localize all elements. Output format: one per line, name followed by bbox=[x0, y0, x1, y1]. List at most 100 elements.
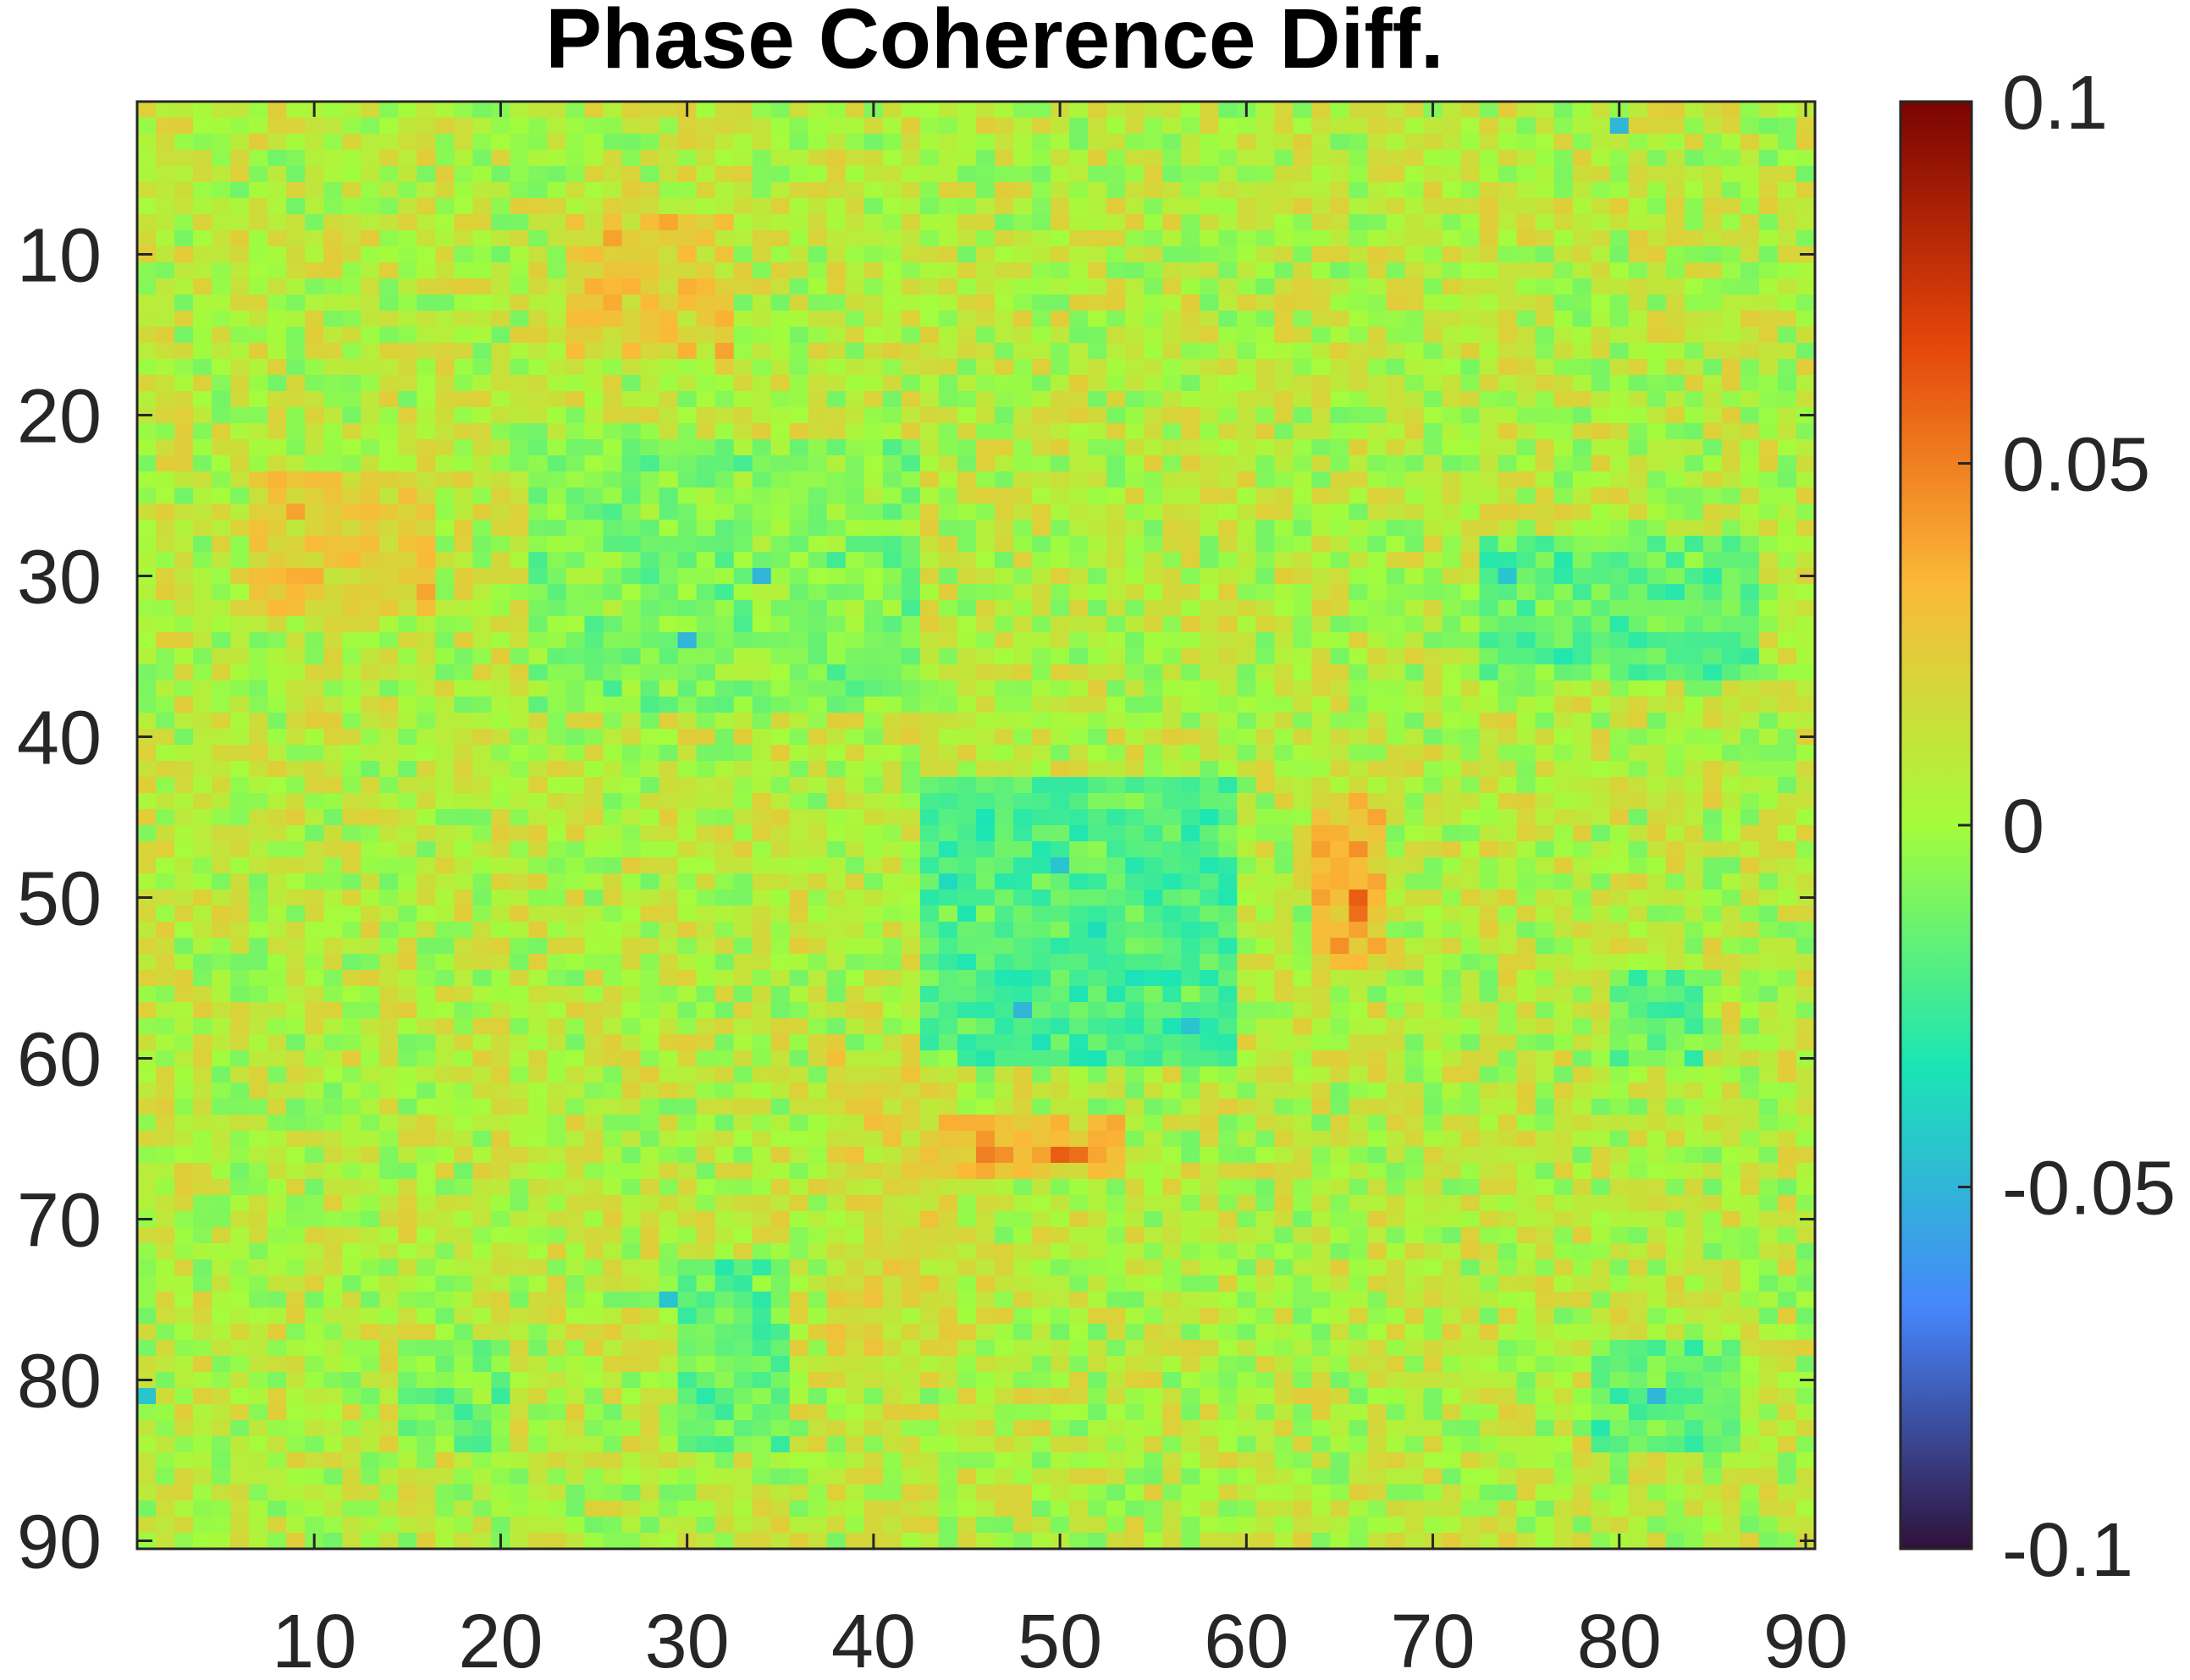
heatmap-cell bbox=[1200, 278, 1219, 295]
heatmap-cell bbox=[1032, 793, 1051, 810]
heatmap-cell bbox=[1106, 616, 1126, 633]
heatmap-cell bbox=[1088, 262, 1107, 279]
heatmap-cell bbox=[752, 922, 772, 939]
heatmap-cell bbox=[863, 246, 884, 263]
heatmap-cell bbox=[1721, 680, 1741, 697]
heatmap-cell bbox=[342, 375, 361, 392]
heatmap-cell bbox=[1684, 327, 1704, 344]
heatmap-cell bbox=[1386, 841, 1406, 858]
heatmap-cell bbox=[1516, 295, 1536, 311]
heatmap-cell bbox=[174, 150, 194, 167]
heatmap-cell bbox=[249, 697, 268, 713]
heatmap-cell bbox=[1162, 455, 1182, 472]
heatmap-cell bbox=[379, 873, 399, 890]
heatmap-cell bbox=[1162, 857, 1182, 874]
heatmap-cell bbox=[1721, 166, 1741, 183]
heatmap-cell bbox=[416, 793, 436, 810]
heatmap-cell bbox=[1535, 246, 1555, 263]
heatmap-cell bbox=[901, 632, 921, 649]
heatmap-cell bbox=[1125, 680, 1145, 697]
heatmap-cell bbox=[677, 761, 698, 778]
heatmap-cell bbox=[1330, 295, 1350, 311]
heatmap-cell bbox=[1032, 102, 1051, 118]
heatmap-cell bbox=[1721, 391, 1741, 408]
heatmap-cell bbox=[1702, 648, 1723, 665]
heatmap-cell bbox=[286, 359, 306, 376]
heatmap-cell bbox=[1535, 697, 1555, 713]
heatmap-cell bbox=[305, 552, 324, 569]
heatmap-cell bbox=[919, 423, 940, 440]
heatmap-cell bbox=[770, 648, 791, 665]
heatmap-cell bbox=[826, 986, 847, 1003]
heatmap-cell bbox=[1349, 214, 1369, 231]
heatmap-cell bbox=[621, 487, 642, 504]
heatmap-cell bbox=[901, 134, 921, 151]
heatmap-cell bbox=[565, 504, 586, 521]
heatmap-cell bbox=[919, 327, 940, 344]
heatmap-cell bbox=[1032, 455, 1051, 472]
heatmap-cell bbox=[901, 311, 921, 328]
heatmap-cell bbox=[957, 713, 977, 730]
heatmap-cell bbox=[752, 295, 772, 311]
heatmap-cell bbox=[957, 954, 977, 971]
heatmap-cell bbox=[770, 487, 791, 504]
heatmap-cell bbox=[398, 745, 417, 762]
heatmap-cell bbox=[342, 745, 361, 762]
heatmap-cell bbox=[1144, 295, 1163, 311]
heatmap-cell bbox=[733, 455, 753, 472]
heatmap-cell bbox=[584, 713, 604, 730]
heatmap-cell bbox=[733, 246, 753, 263]
heatmap-cell bbox=[1237, 680, 1256, 697]
heatmap-cell bbox=[714, 295, 735, 311]
heatmap-cell bbox=[286, 664, 306, 681]
heatmap-cell bbox=[156, 295, 175, 311]
heatmap-cell bbox=[305, 584, 324, 601]
heatmap-cell bbox=[230, 616, 250, 633]
heatmap-cell bbox=[1702, 552, 1723, 569]
heatmap-cell bbox=[882, 954, 902, 971]
heatmap-cell bbox=[696, 262, 716, 279]
heatmap-cell bbox=[1628, 520, 1648, 537]
heatmap-cell bbox=[845, 439, 865, 456]
heatmap-cell bbox=[1069, 439, 1089, 456]
heatmap-cell bbox=[677, 311, 698, 328]
heatmap-cell bbox=[1069, 504, 1089, 521]
heatmap-cell bbox=[1144, 616, 1163, 633]
heatmap-cell bbox=[957, 970, 977, 987]
heatmap-cell bbox=[1051, 697, 1070, 713]
heatmap-cell bbox=[1702, 713, 1723, 730]
heatmap-cell bbox=[995, 504, 1014, 521]
heatmap-cell bbox=[361, 600, 380, 617]
heatmap-cell bbox=[1404, 906, 1425, 923]
heatmap-cell bbox=[1237, 311, 1256, 328]
heatmap-cell bbox=[1237, 198, 1256, 215]
heatmap-cell bbox=[919, 536, 940, 553]
heatmap-cell bbox=[342, 600, 361, 617]
heatmap-cell bbox=[1181, 150, 1200, 167]
heatmap-cell bbox=[808, 471, 828, 488]
heatmap-cell bbox=[286, 230, 306, 247]
heatmap-cell bbox=[1442, 729, 1462, 746]
heatmap-cell bbox=[1758, 166, 1779, 183]
heatmap-cell bbox=[1069, 841, 1089, 858]
heatmap-cell bbox=[1125, 182, 1145, 199]
heatmap-cell bbox=[733, 343, 753, 360]
heatmap-cell bbox=[1106, 262, 1126, 279]
heatmap-cell bbox=[1013, 600, 1033, 617]
heatmap-cell bbox=[1665, 246, 1685, 263]
heatmap-cell bbox=[323, 713, 343, 730]
heatmap-cell bbox=[1013, 198, 1033, 215]
heatmap-cell bbox=[1106, 150, 1126, 167]
heatmap-cell bbox=[938, 102, 958, 118]
heatmap-cell bbox=[1684, 246, 1704, 263]
heatmap-cell bbox=[789, 343, 809, 360]
heatmap-cell bbox=[770, 134, 791, 151]
heatmap-cell bbox=[1125, 407, 1145, 424]
heatmap-cell bbox=[268, 954, 287, 971]
heatmap-cell bbox=[696, 697, 716, 713]
heatmap-cell bbox=[398, 857, 417, 874]
heatmap-cell bbox=[286, 423, 306, 440]
heatmap-cell bbox=[361, 246, 380, 263]
heatmap-cell bbox=[1088, 954, 1107, 971]
heatmap-cell bbox=[1274, 487, 1294, 504]
